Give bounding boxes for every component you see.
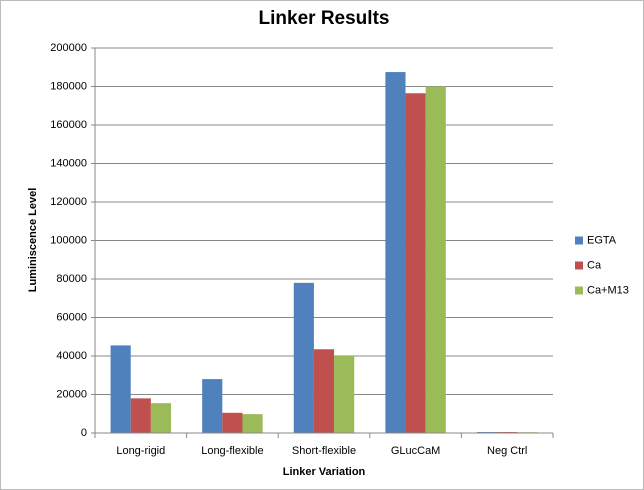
y-tick-label: 80000 (56, 273, 87, 285)
x-tick-label: Short-flexible (292, 445, 356, 457)
y-tick-label: 60000 (56, 311, 87, 323)
x-tick-label: GLucCaM (391, 445, 441, 457)
y-tick-label: 40000 (56, 350, 87, 362)
x-tick-label: Long-rigid (116, 445, 165, 457)
legend-swatch (575, 261, 583, 270)
y-axis-label: Luminiscence Level (27, 188, 39, 293)
y-tick-label: 0 (81, 427, 87, 439)
x-tick-label: Neg Ctrl (487, 445, 527, 457)
bar (405, 93, 426, 434)
legend-label: EGTA (587, 234, 617, 246)
y-tick-label: 140000 (50, 157, 87, 169)
bar (202, 379, 223, 433)
bar (293, 282, 314, 433)
bar (334, 356, 355, 433)
bar (222, 412, 243, 433)
legend-swatch (575, 236, 583, 245)
y-tick-label: 180000 (50, 80, 87, 92)
y-tick-label: 100000 (50, 234, 87, 246)
y-tick-label: 160000 (50, 119, 87, 131)
chart-title: Linker Results (259, 8, 390, 29)
bar (313, 349, 335, 433)
legend-swatch (575, 286, 583, 295)
bar (242, 414, 263, 433)
bar (130, 398, 151, 433)
legend-label: Ca+M13 (587, 284, 629, 296)
y-tick-label: 120000 (50, 196, 87, 208)
bar (150, 403, 172, 433)
x-axis-label: Linker Variation (283, 466, 366, 478)
bar (425, 86, 446, 433)
y-tick-label: 200000 (50, 42, 87, 54)
legend-label: Ca (587, 259, 602, 271)
x-tick-label: Long-flexible (201, 445, 263, 457)
bar (385, 72, 406, 433)
bar (110, 345, 131, 433)
y-tick-label: 20000 (56, 388, 87, 400)
